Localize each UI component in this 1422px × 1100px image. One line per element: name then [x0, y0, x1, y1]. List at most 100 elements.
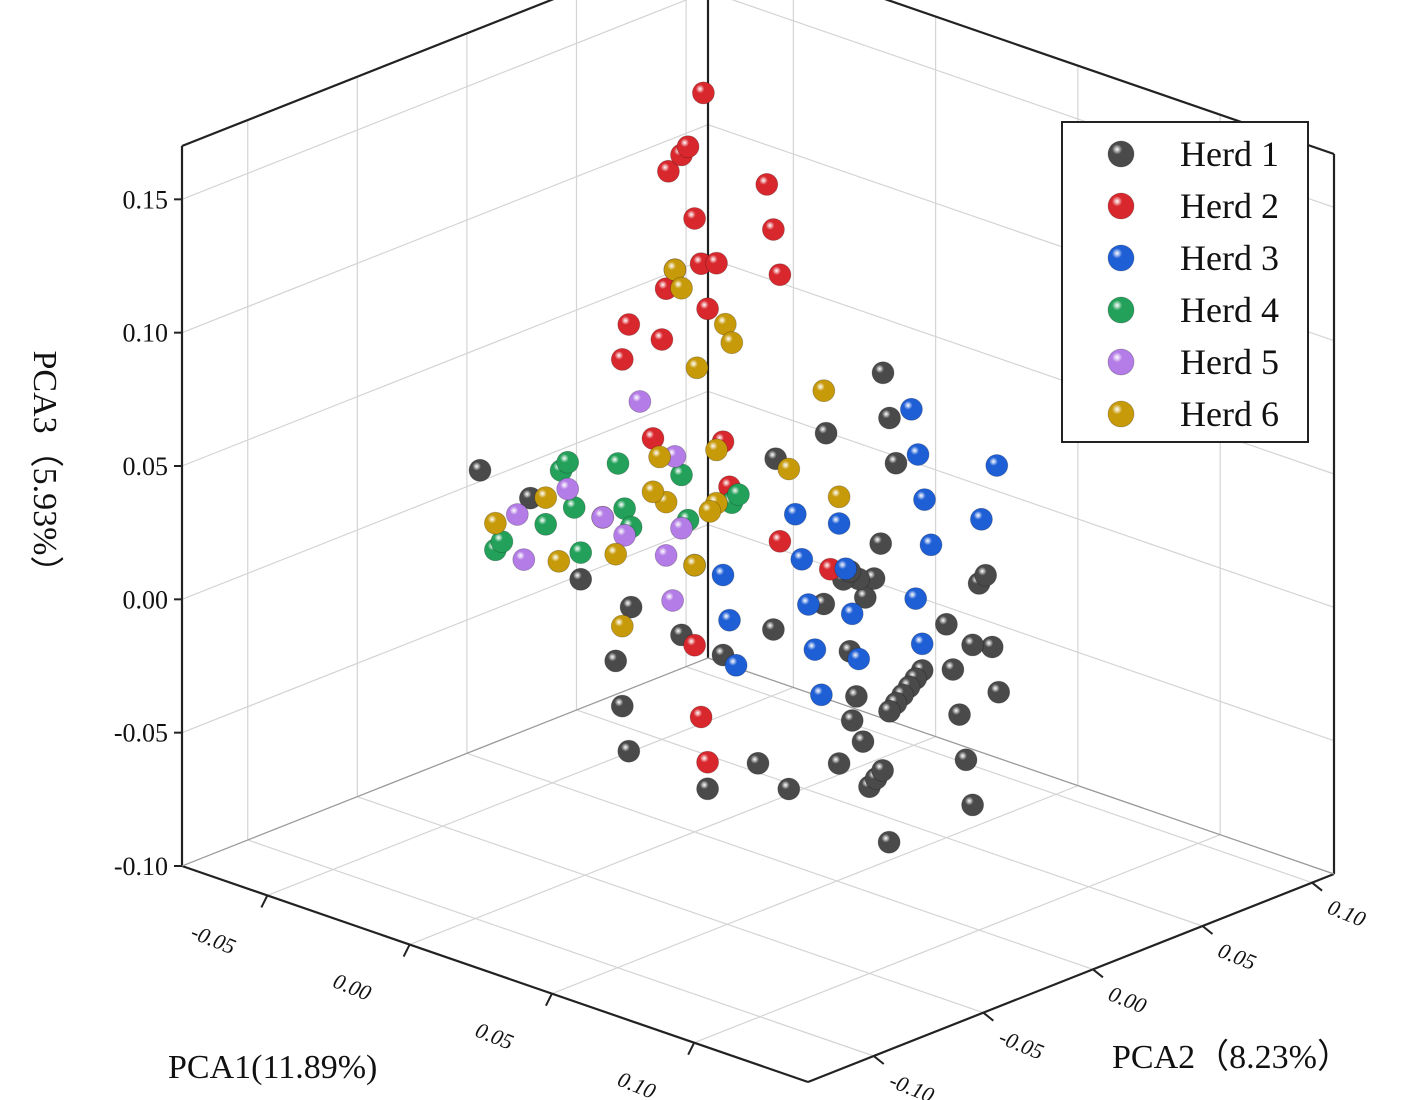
data-point: [755, 172, 779, 196]
data-point: [468, 458, 492, 482]
data-point: [650, 328, 674, 351]
data-point: [840, 602, 864, 626]
data-point: [569, 567, 593, 591]
x-tick-mark: [402, 944, 411, 957]
legend-marker: [1107, 348, 1135, 376]
data-point: [948, 703, 971, 726]
data-point: [777, 457, 801, 481]
data-point: [718, 608, 741, 632]
legend-marker: [1107, 296, 1135, 324]
data-point: [961, 793, 984, 817]
data-point: [591, 505, 615, 529]
legend-label: Herd 2: [1180, 186, 1279, 226]
data-point: [711, 563, 735, 587]
data-point: [954, 748, 978, 772]
data-point: [790, 547, 814, 571]
data-point: [783, 502, 807, 526]
series-herd-3: [711, 397, 1009, 707]
x-tick-label: 0.00: [330, 968, 375, 1006]
series-herd-2: [591, 81, 842, 774]
data-point: [696, 297, 719, 321]
x-axis-line: [181, 864, 809, 1084]
data-point: [512, 548, 536, 571]
data-point: [985, 454, 1009, 477]
x-tick-mark: [687, 1042, 696, 1056]
series-herd-1: [468, 361, 1011, 854]
legend-label: Herd 1: [1180, 134, 1279, 174]
z-tick-label: 0.10: [123, 319, 169, 348]
y-tick-label: -0.05: [995, 1024, 1047, 1064]
data-point: [696, 777, 719, 801]
data-point: [845, 685, 868, 708]
data-point: [878, 406, 901, 430]
data-point: [641, 480, 665, 504]
y-tick-label: 0.05: [1215, 937, 1260, 975]
legend-label: Herd 5: [1180, 342, 1279, 382]
data-point: [727, 483, 750, 506]
data-point: [720, 331, 744, 355]
data-point: [746, 751, 770, 775]
data-point: [683, 207, 706, 230]
data-point: [617, 739, 641, 763]
floor-back-edges: [181, 657, 1335, 875]
x-tick-label: -0.05: [187, 919, 239, 959]
data-point: [534, 512, 558, 536]
z-axis-title: PCA3（5.93%）: [26, 351, 64, 590]
data-point: [689, 705, 713, 729]
y-tick-mark: [1201, 925, 1214, 935]
data-point: [827, 512, 851, 535]
legend-marker: [1107, 400, 1135, 428]
data-point: [604, 649, 628, 673]
data-point: [869, 532, 893, 555]
data-point: [871, 759, 894, 782]
data-point: [547, 549, 571, 573]
chart-points: [468, 81, 1011, 854]
data-point: [683, 633, 706, 657]
data-point: [847, 647, 871, 671]
data-point: [556, 477, 580, 501]
data-point: [654, 544, 678, 567]
data-point: [878, 699, 901, 723]
data-point: [961, 633, 984, 657]
data-point: [556, 450, 580, 474]
data-point: [685, 356, 709, 380]
y-tick-label: 0.00: [1105, 981, 1150, 1019]
chart-legend: Herd 1 Herd 2 Herd 3 Herd 4 Herd 5 Herd 6: [1061, 121, 1309, 443]
y-tick-label: -0.10: [886, 1067, 938, 1100]
data-point: [628, 390, 652, 413]
data-point: [683, 553, 706, 577]
data-point: [974, 563, 997, 587]
data-point: [803, 638, 827, 661]
data-point: [483, 511, 507, 535]
data-point: [884, 451, 908, 475]
data-point: [906, 443, 930, 466]
series-herd-6: [483, 258, 851, 638]
z-tick-label: -0.05: [114, 719, 168, 748]
data-point: [670, 516, 693, 540]
legend-marker: [1107, 140, 1135, 168]
data-point: [705, 251, 728, 275]
data-point: [941, 658, 965, 681]
data-point: [812, 379, 836, 403]
x-tick-label: 0.05: [472, 1017, 517, 1055]
data-point: [777, 777, 801, 801]
data-point: [900, 397, 923, 421]
legend-label: Herd 3: [1180, 238, 1279, 278]
data-point: [613, 523, 636, 547]
data-point: [692, 81, 715, 105]
data-point: [919, 533, 943, 557]
data-point: [676, 135, 700, 159]
data-point: [610, 614, 634, 638]
data-point: [768, 529, 792, 553]
data-point: [877, 830, 901, 854]
data-point: [871, 361, 895, 385]
data-point: [910, 632, 934, 656]
data-point: [604, 542, 628, 566]
data-point: [768, 263, 792, 287]
y-tick-mark: [982, 1011, 994, 1022]
data-point: [696, 750, 719, 774]
data-point: [980, 635, 1004, 659]
y-tick-mark: [1092, 968, 1104, 979]
data-point: [904, 587, 928, 610]
